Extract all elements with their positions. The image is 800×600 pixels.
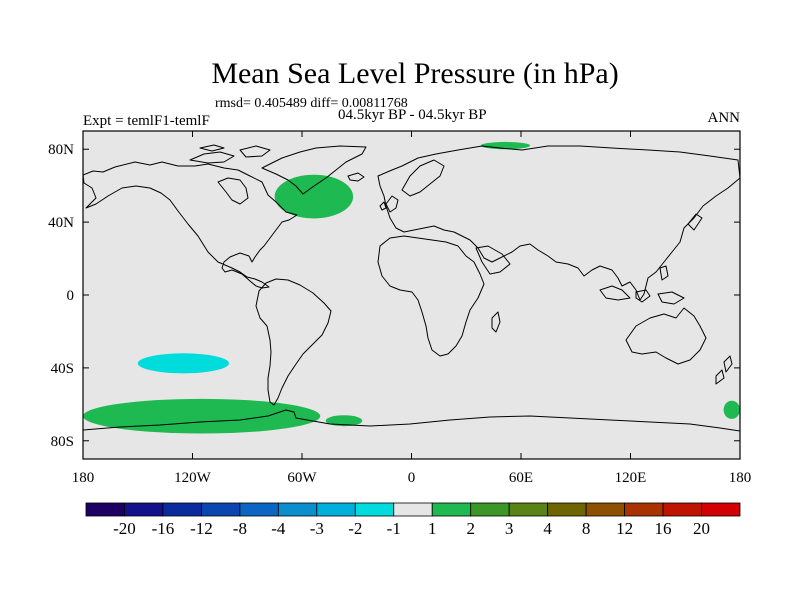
coastline-arabia bbox=[475, 245, 511, 275]
x-tick-label: 120E bbox=[615, 470, 647, 486]
colorbar-swatch bbox=[701, 502, 741, 517]
coastline-new-zealand bbox=[715, 355, 733, 385]
coastline-eurasia bbox=[377, 145, 740, 301]
colorbar-label: -16 bbox=[152, 519, 175, 538]
coastline-madagascar bbox=[491, 311, 501, 333]
colorbar-swatch bbox=[85, 502, 125, 517]
colorbar-label: 2 bbox=[466, 519, 475, 538]
chart-title: Mean Sea Level Pressure (in hPa) bbox=[211, 57, 618, 90]
season-label: ANN bbox=[708, 110, 741, 126]
experiment-text: Expt = temlF1-temlF bbox=[83, 113, 210, 129]
stats-text: rmsd= 0.405489 diff= 0.00811768 bbox=[215, 96, 408, 111]
colorbar-label: -12 bbox=[190, 519, 213, 538]
colorbar-label: -8 bbox=[233, 519, 247, 538]
map-axes: 180 120W 60W 0 60E 120E 180 80N 40N 0 40S 80S bbox=[48, 131, 751, 486]
colorbar-swatch bbox=[316, 502, 356, 517]
colorbar-label: 3 bbox=[505, 519, 514, 538]
colorbar-label: -1 bbox=[387, 519, 401, 538]
anomaly-region-southern-ocean-east bbox=[723, 400, 740, 419]
colorbar-swatch bbox=[124, 502, 164, 517]
colorbar-label: -2 bbox=[348, 519, 362, 538]
colorbar-label: 16 bbox=[655, 519, 672, 538]
colorbar-swatch bbox=[162, 502, 202, 517]
colorbar-swatch bbox=[547, 502, 587, 517]
anomaly-region-southern-ocean-south-atlantic bbox=[325, 415, 363, 427]
colorbar-label: -3 bbox=[310, 519, 324, 538]
y-tick-label: 40N bbox=[48, 215, 74, 231]
anomaly-layer bbox=[83, 141, 740, 434]
colorbar-swatch bbox=[470, 502, 510, 517]
colorbar-swatch bbox=[624, 502, 664, 517]
anomaly-region-north-atlantic bbox=[274, 174, 354, 219]
y-tick-label: 0 bbox=[67, 288, 75, 304]
y-tick-label: 80S bbox=[51, 434, 74, 450]
colorbar-label: 8 bbox=[582, 519, 591, 538]
colorbar-label: -20 bbox=[113, 519, 136, 538]
coastline-iceland bbox=[347, 172, 365, 182]
coastline-scandinavia bbox=[401, 159, 445, 197]
coastline-british-isles bbox=[379, 195, 399, 213]
anomaly-region-southern-ocean-west bbox=[83, 398, 321, 434]
colorbar-swatch bbox=[431, 502, 472, 517]
colorbar-swatch bbox=[585, 502, 625, 517]
x-tick-label: 180 bbox=[729, 470, 752, 486]
colorbar-label: 1 bbox=[428, 519, 437, 538]
colorbar-swatch bbox=[201, 502, 241, 517]
coastline-australia bbox=[625, 307, 707, 365]
x-tick-label: 60W bbox=[287, 470, 317, 486]
coastline-africa bbox=[377, 235, 485, 357]
colorbar-swatch bbox=[508, 502, 549, 517]
x-tick-label: 180 bbox=[72, 470, 95, 486]
y-tick-label: 40S bbox=[51, 361, 74, 377]
colorbar-label: 20 bbox=[693, 519, 710, 538]
coastline-canadian-archipelago bbox=[189, 144, 271, 164]
x-tick-label: 0 bbox=[408, 470, 416, 486]
coastline-hudson-bay bbox=[217, 177, 249, 205]
coastline-greenland bbox=[261, 145, 367, 195]
colorbar-swatch bbox=[393, 502, 433, 517]
colorbar-label: -4 bbox=[271, 519, 286, 538]
x-tick-label: 120W bbox=[174, 470, 212, 486]
colorbar-swatch bbox=[277, 502, 318, 517]
y-tick-label: 80N bbox=[48, 142, 74, 158]
coastline-south-america bbox=[255, 278, 332, 406]
anomaly-region-south-pacific bbox=[137, 353, 229, 374]
colorbar-swatch bbox=[239, 502, 279, 517]
coastlines bbox=[83, 144, 740, 432]
colorbar-swatch bbox=[354, 502, 395, 517]
colorbar-label: 12 bbox=[616, 519, 633, 538]
x-tick-label: 60E bbox=[509, 470, 533, 486]
coastline-southeast-asia-islands bbox=[599, 213, 703, 305]
colorbar-label: 4 bbox=[543, 519, 552, 538]
colorbar: -20 -16 -12 -8 -4 -3 -2 -1 1 2 3 4 8 12 16 20 bbox=[85, 502, 741, 538]
coastline-antarctica bbox=[83, 409, 740, 432]
period-text: 04.5kyr BP - 04.5kyr BP bbox=[338, 107, 487, 123]
coastline-north-america bbox=[83, 161, 298, 289]
colorbar-swatch bbox=[662, 502, 702, 517]
map-panel: 180 120W 60W 0 60E 120E 180 80N 40N 0 40S 80S bbox=[48, 130, 751, 486]
